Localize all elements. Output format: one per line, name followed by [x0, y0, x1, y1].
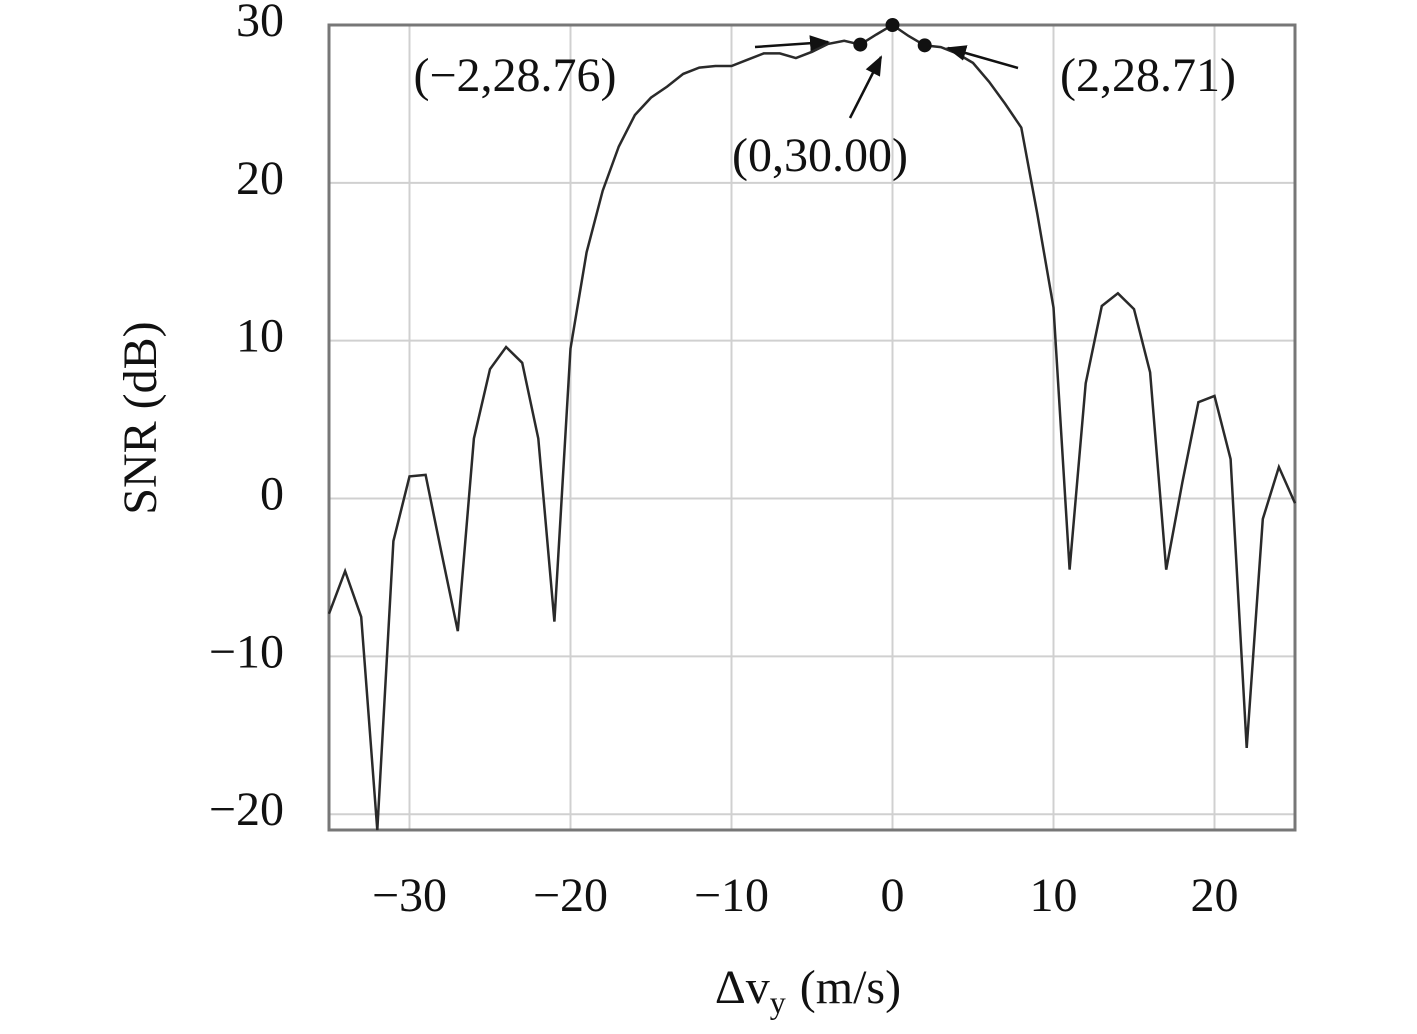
y-tick-label: 0 — [260, 468, 284, 521]
plot-frame — [327, 23, 1297, 832]
y-tick-label: 30 — [236, 0, 284, 47]
x-axis-label-sub: y — [770, 984, 786, 1020]
annotation-arrow — [754, 35, 830, 52]
annotation-label: (2,28.71) — [1060, 49, 1236, 102]
annotation-point — [885, 18, 900, 32]
annotation-label: (−2,28.76) — [413, 49, 616, 102]
y-axis-label: SNR (dB) — [114, 321, 167, 514]
y-tick-label: −20 — [209, 783, 284, 836]
x-tick-label: −10 — [694, 869, 769, 922]
x-axis-label-main: Δv — [715, 961, 770, 1014]
x-axis-label-unit: (m/s) — [800, 961, 901, 1014]
x-tick-label: 10 — [1030, 869, 1078, 922]
x-tick-label: −30 — [372, 869, 447, 922]
x-tick-label: −20 — [533, 869, 608, 922]
x-tick-label: 20 — [1191, 869, 1239, 922]
annotation-label: (0,30.00) — [732, 129, 908, 182]
x-axis-label: Δvy (m/s) — [715, 961, 901, 1020]
y-tick-label: 10 — [236, 310, 284, 363]
annotation-point — [917, 38, 932, 53]
x-tick-label: 0 — [881, 869, 905, 922]
annotation-arrow — [848, 55, 883, 119]
y-tick-label: 20 — [236, 152, 284, 205]
annotation-arrow — [946, 45, 1019, 70]
annotation-point — [853, 37, 868, 52]
y-tick-label: −10 — [209, 625, 284, 678]
data-line — [327, 23, 1297, 831]
plot-area — [329, 25, 1295, 830]
